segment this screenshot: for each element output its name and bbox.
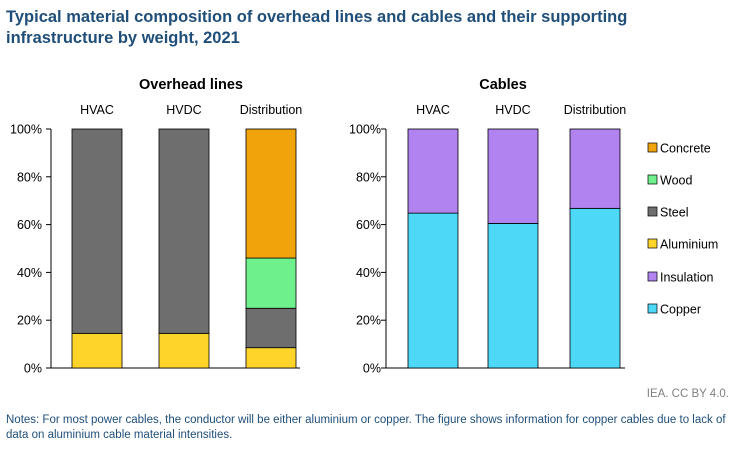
chart2-title: Cables	[479, 77, 527, 93]
chart1-bar-aluminium	[158, 332, 210, 369]
chart1-bar-concrete	[245, 128, 297, 259]
legend-label-steel: Steel	[660, 206, 689, 220]
chart1-ytick-label: 60%	[17, 218, 42, 232]
chart2-bar-insulation	[569, 128, 621, 209]
legend-label-concrete: Concrete	[660, 142, 711, 156]
chart1-category-label: HVDC	[166, 103, 201, 117]
chart2-ytick-label: 60%	[356, 218, 381, 232]
chart1-title: Overhead lines	[139, 77, 243, 93]
legend-swatch-insulation	[647, 271, 658, 282]
chart2-ytick-label: 80%	[356, 170, 381, 184]
chart2-bar-insulation	[487, 128, 539, 224]
chart1-bar-aluminium	[245, 347, 297, 369]
chart1-bar-aluminium	[71, 332, 123, 369]
chart2-bar-copper	[569, 207, 621, 369]
chart1-ytick-label: 80%	[17, 170, 42, 184]
chart2-category-label: Distribution	[564, 103, 627, 117]
chart1-bar-steel	[158, 128, 210, 334]
chart1-bar-steel	[71, 128, 123, 334]
chart-note: Notes: For most power cables, the conduc…	[6, 414, 726, 441]
chart2-ytick-label: 20%	[356, 314, 381, 328]
chart2-ytick-label: 40%	[356, 266, 381, 280]
chart2-category-label: HVAC	[416, 103, 450, 117]
chart1-ytick-label: 40%	[17, 266, 42, 280]
chart1-ytick-label: 0%	[24, 362, 42, 376]
legend-swatch-copper	[647, 303, 658, 314]
legend-label-insulation: Insulation	[660, 271, 714, 285]
chart1-category-label: Distribution	[240, 103, 303, 117]
chart1-bar-steel	[245, 307, 297, 349]
chart1-bar-wood	[245, 257, 297, 309]
chart2-bar-copper	[487, 223, 539, 369]
chart2-bar-insulation	[407, 128, 459, 214]
chart2-bar-copper	[407, 212, 459, 369]
legend-label-copper: Copper	[660, 303, 701, 317]
source-credit: IEA. CC BY 4.0.	[646, 388, 729, 400]
chart1-category-label: HVAC	[80, 103, 114, 117]
legend-swatch-concrete	[647, 142, 658, 153]
chart1-ytick-label: 20%	[17, 314, 42, 328]
chart2-category-label: HVDC	[495, 103, 530, 117]
chart2-ytick-label: 0%	[363, 362, 381, 376]
chart-title: Typical material composition of overhead…	[6, 8, 628, 47]
legend-swatch-steel	[647, 206, 658, 217]
legend-label-wood: Wood	[660, 174, 692, 188]
chart1-ytick-label: 100%	[10, 123, 42, 137]
legend-swatch-wood	[647, 174, 658, 185]
legend-swatch-aluminium	[647, 238, 658, 249]
chart2-ytick-label: 100%	[349, 123, 381, 137]
legend-label-aluminium: Aluminium	[660, 238, 718, 252]
